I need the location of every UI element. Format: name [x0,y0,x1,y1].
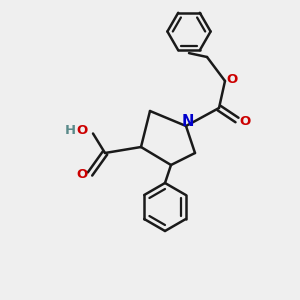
Text: O: O [76,124,87,137]
Text: O: O [240,115,251,128]
Text: O: O [226,73,237,86]
Text: H: H [65,124,76,137]
Text: O: O [76,167,87,181]
Text: N: N [181,114,194,129]
